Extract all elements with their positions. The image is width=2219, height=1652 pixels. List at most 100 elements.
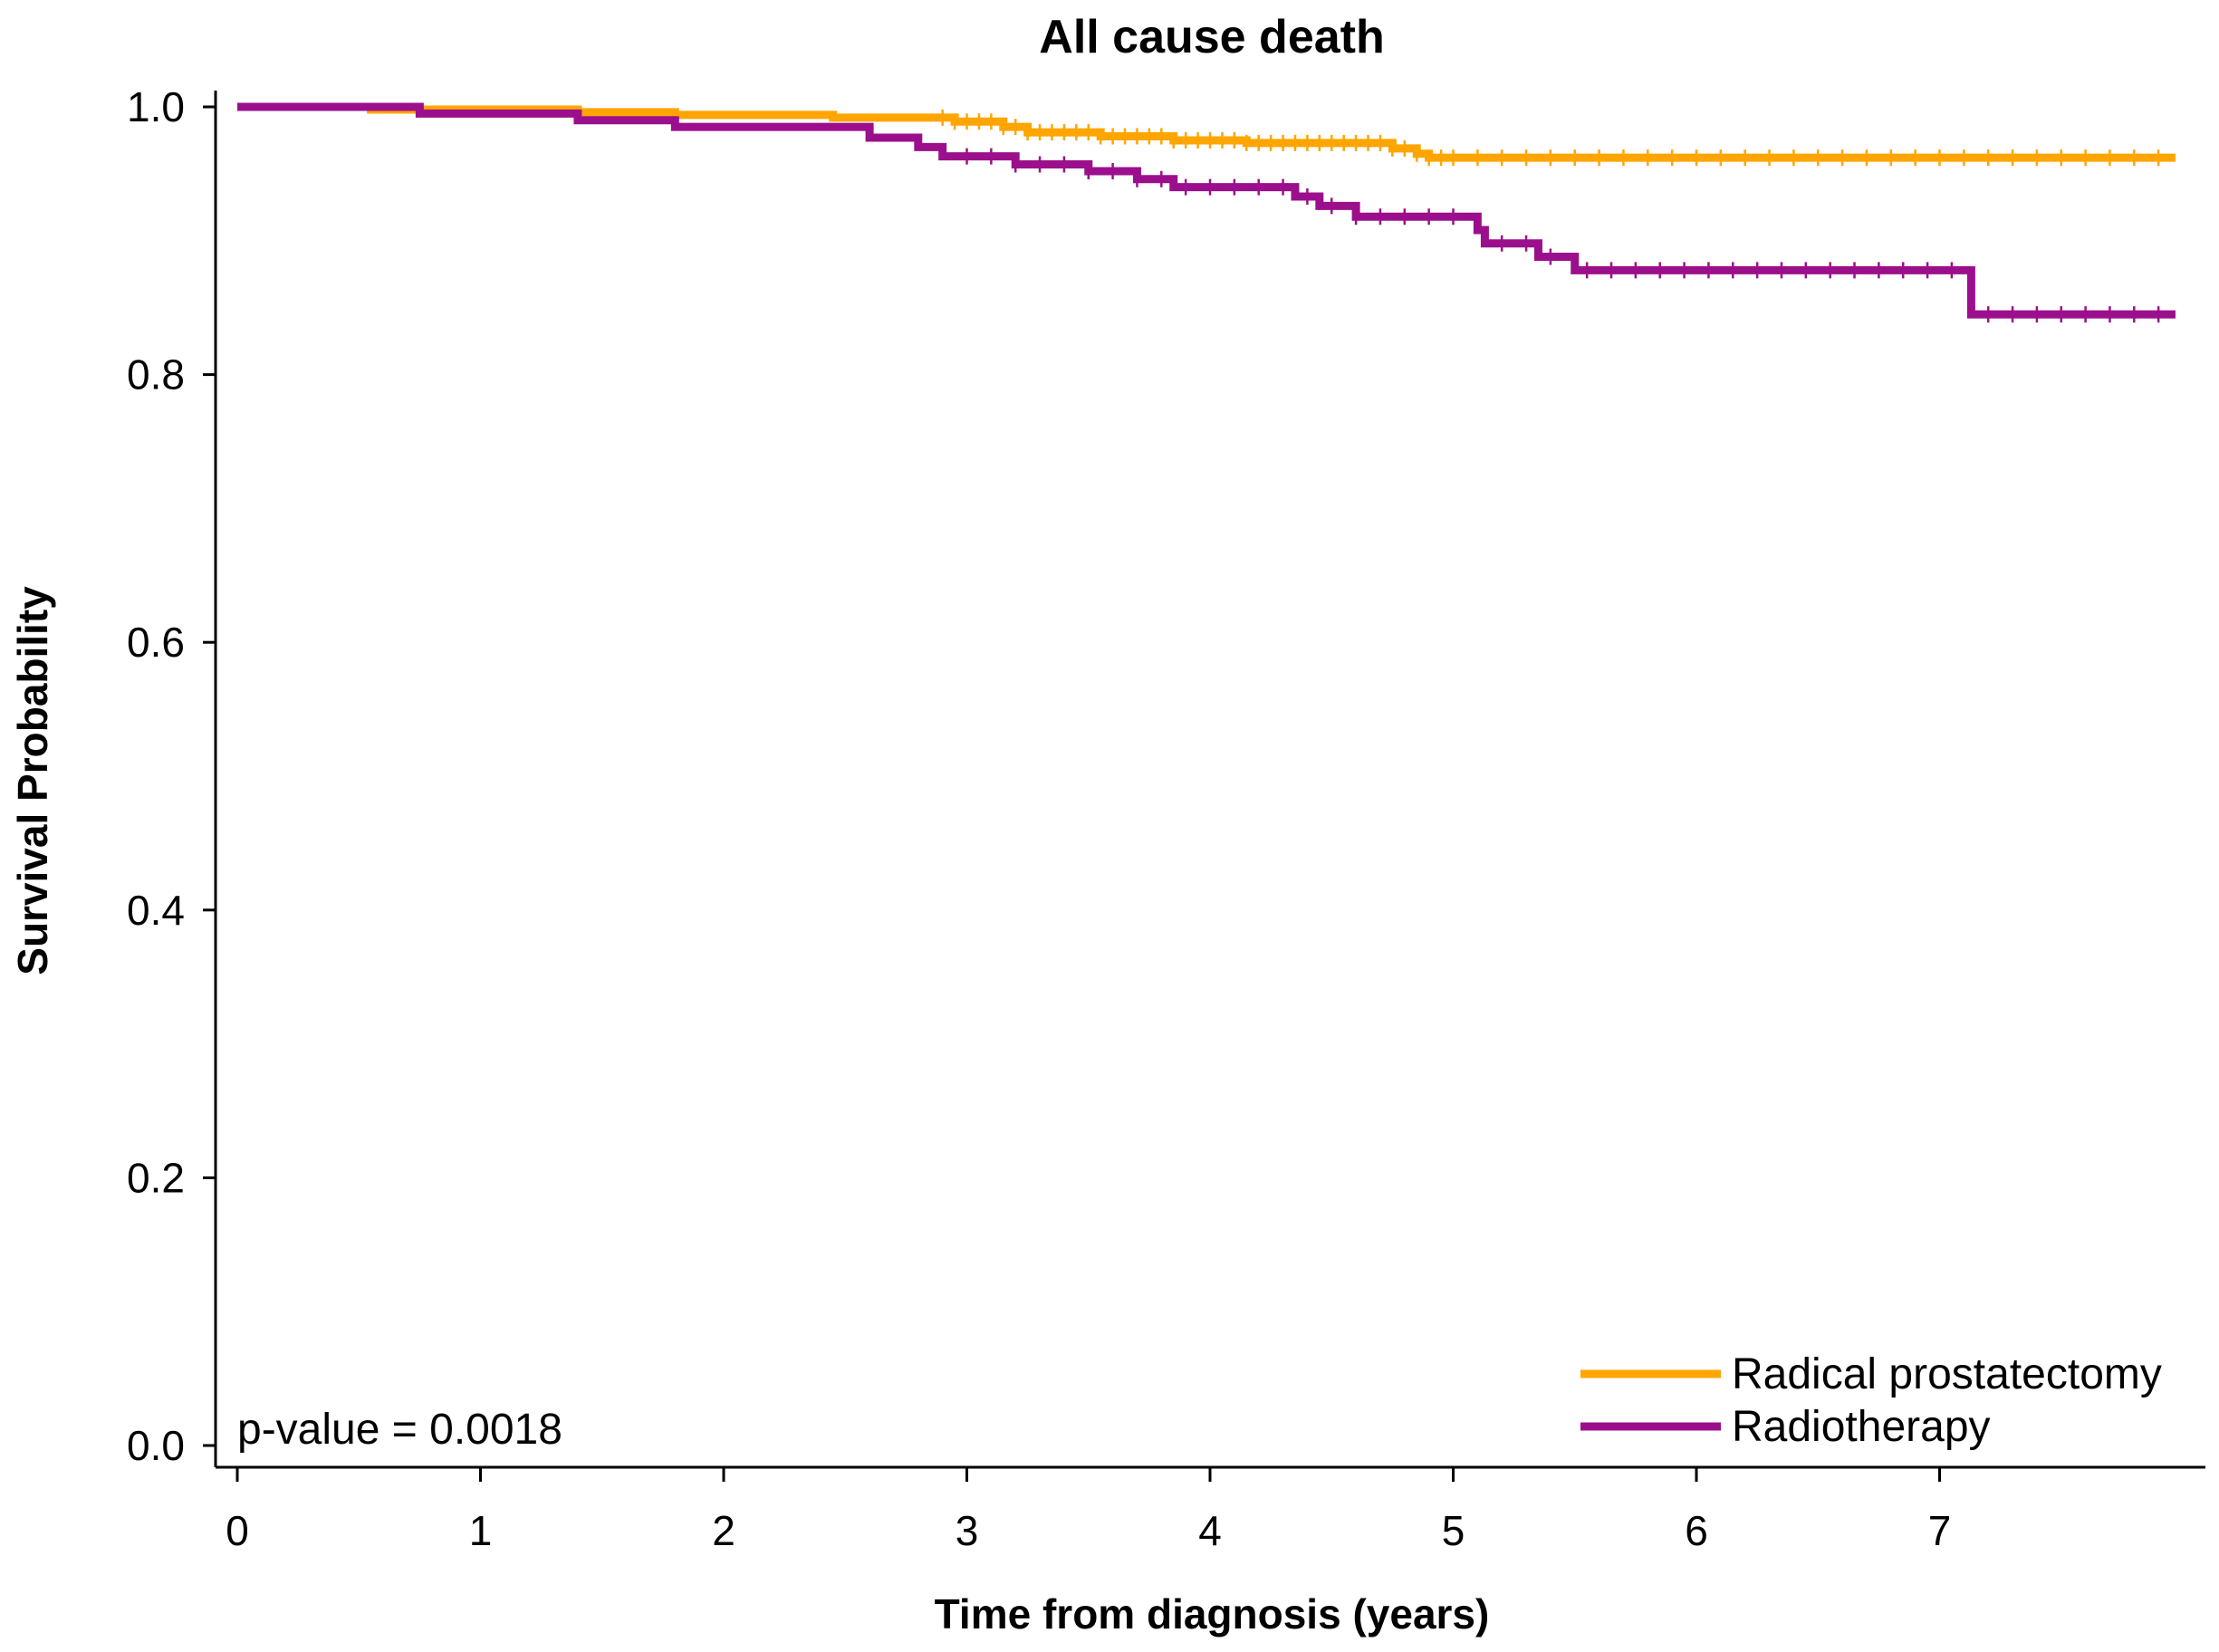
censor-mark-radical-prostatectomy <box>938 109 946 126</box>
censor-mark-radical-prostatectomy <box>1036 124 1044 141</box>
censor-mark-radical-prostatectomy <box>2032 149 2041 167</box>
x-tick-label: 7 <box>1928 1507 1952 1554</box>
legend-label-radical-prostatectomy: Radical prostatectomy <box>1732 1350 2162 1398</box>
censor-mark-radiotherapy <box>1705 262 1713 279</box>
censor-mark-radiotherapy <box>1060 156 1068 173</box>
censor-mark-radiotherapy <box>1133 170 1141 187</box>
censor-mark-radical-prostatectomy <box>1936 149 1944 167</box>
censor-mark-radical-prostatectomy <box>1765 149 1773 167</box>
x-tick-label: 0 <box>226 1507 249 1554</box>
censor-mark-radical-prostatectomy <box>1523 149 1531 167</box>
censor-mark-radical-prostatectomy <box>1546 149 1554 167</box>
censor-mark-radiotherapy <box>1206 178 1214 196</box>
censor-mark-radiotherapy <box>2155 306 2163 323</box>
censor-mark-radiotherapy <box>1826 262 1834 279</box>
censor-mark-radical-prostatectomy <box>2009 149 2017 167</box>
censor-mark-radical-prostatectomy <box>1984 149 1993 167</box>
y-tick-label: 0.8 <box>127 351 185 399</box>
censor-mark-radiotherapy <box>1801 262 1810 279</box>
y-tick-label: 1.0 <box>127 83 185 130</box>
x-tick-label: 6 <box>1685 1507 1708 1554</box>
censor-mark-radical-prostatectomy <box>1291 134 1299 151</box>
censor-mark-radiotherapy <box>1729 262 1737 279</box>
censor-mark-radiotherapy <box>1449 208 1457 226</box>
censor-mark-radiotherapy <box>1328 197 1336 215</box>
censor-mark-radiotherapy <box>1084 162 1092 179</box>
censor-mark-radical-prostatectomy <box>1084 124 1092 141</box>
censor-mark-radiotherapy <box>1899 262 1907 279</box>
censor-mark-radiotherapy <box>1182 178 1190 196</box>
censor-mark-radical-prostatectomy <box>1048 124 1056 141</box>
censor-mark-radical-prostatectomy <box>1315 134 1323 151</box>
censor-mark-radical-prostatectomy <box>1267 134 1275 151</box>
censor-mark-radiotherapy <box>1947 262 1955 279</box>
censor-mark-radical-prostatectomy <box>1790 149 1798 167</box>
x-axis-ticks: 0 1 2 3 4 5 6 7 <box>226 1467 1951 1554</box>
censor-mark-radical-prostatectomy <box>1887 149 1895 167</box>
censor-mark-radiotherapy <box>2106 306 2114 323</box>
censor-mark-radical-prostatectomy <box>1254 134 1263 151</box>
censor-mark-radical-prostatectomy <box>1364 134 1372 151</box>
censor-mark-radical-prostatectomy <box>1218 131 1226 149</box>
censor-mark-radiotherapy <box>1656 262 1664 279</box>
censor-mark-radical-prostatectomy <box>1243 134 1251 151</box>
censor-mark-radical-prostatectomy <box>1814 149 1822 167</box>
censor-mark-radiotherapy <box>1608 262 1616 279</box>
censor-mark-radical-prostatectomy <box>2155 149 2163 167</box>
censor-mark-radiotherapy <box>1254 178 1263 196</box>
censor-mark-radical-prostatectomy <box>1839 149 1847 167</box>
censor-mark-radiotherapy <box>2032 306 2041 323</box>
censor-mark-radical-prostatectomy <box>1060 124 1068 141</box>
y-tick-label: 0.0 <box>127 1422 185 1469</box>
censor-mark-radical-prostatectomy <box>1121 128 1129 145</box>
censor-mark-radical-prostatectomy <box>1425 149 1433 167</box>
censor-mark-radical-prostatectomy <box>2106 149 2114 167</box>
censor-mark-radical-prostatectomy <box>1388 139 1397 157</box>
y-axis-label: Survival Probability <box>9 586 56 975</box>
censor-mark-radiotherapy <box>1303 188 1311 206</box>
censor-mark-radiotherapy <box>2081 306 2089 323</box>
censor-mark-radical-prostatectomy <box>2130 149 2138 167</box>
censor-mark-radical-prostatectomy <box>1158 128 1166 145</box>
censor-mark-radical-prostatectomy <box>1400 139 1408 157</box>
censor-mark-radical-prostatectomy <box>1960 149 1968 167</box>
censor-mark-radiotherapy <box>2130 306 2138 323</box>
censor-mark-radical-prostatectomy <box>1693 149 1700 167</box>
censor-mark-radical-prostatectomy <box>1437 149 1446 167</box>
censor-mark-radical-prostatectomy <box>2057 149 2065 167</box>
censor-mark-radical-prostatectomy <box>1169 131 1177 149</box>
chart-title: All cause death <box>1039 11 1384 63</box>
y-tick-label: 0.6 <box>127 619 185 666</box>
y-axis-ticks: 0.0 0.2 0.4 0.6 0.8 1.0 <box>127 83 216 1469</box>
censor-mark-radical-prostatectomy <box>1023 124 1032 141</box>
censor-mark-radiotherapy <box>1777 262 1785 279</box>
censor-mark-radical-prostatectomy <box>1619 149 1628 167</box>
censor-mark-radiotherapy <box>2009 306 2017 323</box>
censor-mark-radiotherapy <box>1753 262 1762 279</box>
censor-mark-radiotherapy <box>1036 156 1044 173</box>
censor-mark-radical-prostatectomy <box>1012 119 1020 136</box>
censor-mark-radical-prostatectomy <box>1352 134 1360 151</box>
legend: Radical prostatectomy Radiotherapy <box>1580 1350 2162 1451</box>
y-tick-label: 0.4 <box>127 887 185 934</box>
x-tick-label: 4 <box>1198 1507 1222 1554</box>
censor-mark-radical-prostatectomy <box>1413 145 1421 162</box>
censor-mark-radical-prostatectomy <box>951 113 959 130</box>
censor-mark-radical-prostatectomy <box>1595 149 1603 167</box>
censor-mark-radical-prostatectomy <box>1303 134 1311 151</box>
censor-mark-radiotherapy <box>1279 178 1287 196</box>
censor-mark-radical-prostatectomy <box>1498 149 1506 167</box>
censor-mark-radical-prostatectomy <box>1109 128 1117 145</box>
censor-mark-radical-prostatectomy <box>1340 134 1348 151</box>
censor-mark-radical-prostatectomy <box>1911 149 1919 167</box>
censor-mark-radiotherapy <box>1680 262 1688 279</box>
censor-mark-radiotherapy <box>1158 170 1166 187</box>
censor-mark-radical-prostatectomy <box>2081 149 2089 167</box>
x-axis-label: Time from diagnosis (years) <box>935 1590 1490 1638</box>
censor-mark-radiotherapy <box>1875 262 1883 279</box>
censor-mark-radical-prostatectomy <box>1279 134 1287 151</box>
censor-mark-radical-prostatectomy <box>1716 149 1724 167</box>
censor-mark-radical-prostatectomy <box>1072 124 1081 141</box>
censor-mark-radical-prostatectomy <box>1449 149 1457 167</box>
